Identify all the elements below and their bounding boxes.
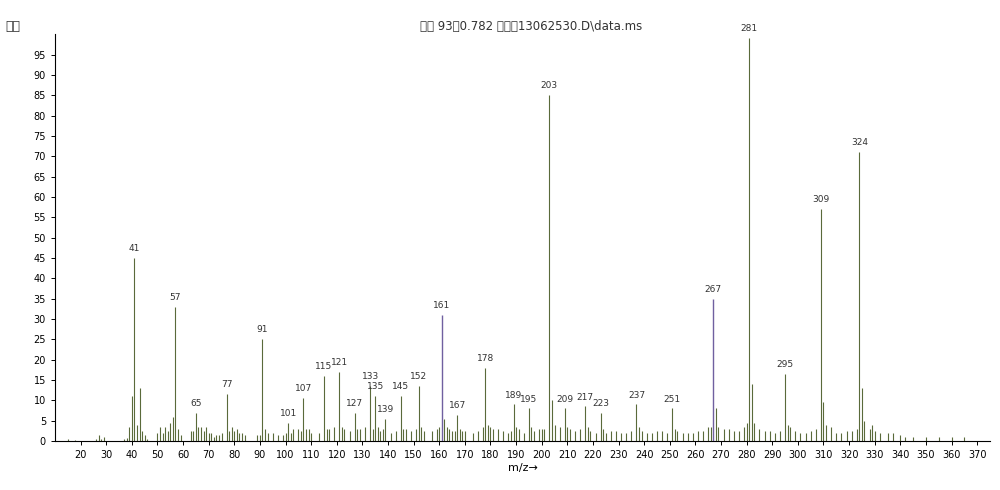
Text: 65: 65 [190,399,202,408]
Text: 281: 281 [741,24,758,33]
Text: 189: 189 [505,391,522,399]
Text: 178: 178 [477,354,494,363]
Text: 295: 295 [777,360,794,369]
Text: 324: 324 [851,138,868,147]
Text: 127: 127 [346,399,363,408]
Text: 237: 237 [628,391,645,399]
Text: 115: 115 [315,362,333,371]
Text: 145: 145 [392,382,409,392]
Text: 135: 135 [367,382,384,392]
Text: 57: 57 [170,293,181,302]
Text: 203: 203 [541,81,558,91]
Text: 139: 139 [377,405,394,414]
Text: 309: 309 [812,196,830,204]
Text: 217: 217 [577,392,594,401]
Text: 195: 195 [520,394,538,404]
Text: 223: 223 [592,399,609,408]
Text: 251: 251 [664,394,681,404]
Text: 41: 41 [129,244,140,253]
Text: 107: 107 [295,385,312,393]
Text: 133: 133 [361,372,379,381]
Text: 101: 101 [279,409,297,418]
Text: 209: 209 [556,394,573,404]
Text: 267: 267 [705,285,722,294]
Text: 121: 121 [331,358,348,367]
Text: 丰度: 丰度 [5,20,20,33]
Text: 152: 152 [410,372,427,381]
Text: 161: 161 [433,301,450,310]
Text: 77: 77 [221,380,232,390]
Text: 扫描 93（0.782 分）：13062530.D\data.ms: 扫描 93（0.782 分）：13062530.D\data.ms [420,20,642,33]
Text: 167: 167 [449,401,466,410]
Text: 91: 91 [257,325,268,335]
X-axis label: m/z→: m/z→ [508,463,537,473]
